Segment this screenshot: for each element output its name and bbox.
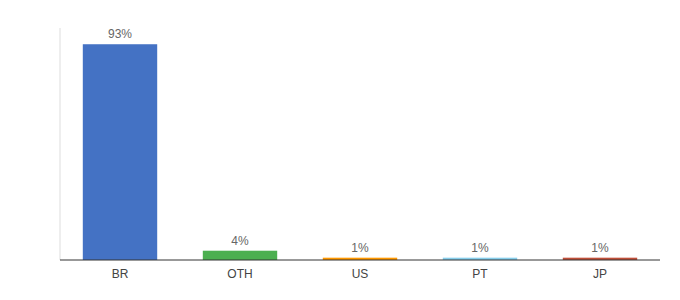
data-label: 93% xyxy=(108,27,132,41)
x-tick-label: JP xyxy=(593,267,607,281)
x-tick-label: BR xyxy=(112,267,129,281)
data-label: 1% xyxy=(351,241,369,255)
chart-container: 93% 4% 1% 1% 1% BR OTH US PT JP xyxy=(0,0,680,300)
x-axis-line xyxy=(60,260,660,261)
data-label: 4% xyxy=(231,234,249,248)
bar xyxy=(203,251,277,260)
data-label: 1% xyxy=(591,241,609,255)
x-tick-label: US xyxy=(352,267,369,281)
data-label: 1% xyxy=(471,241,489,255)
bars xyxy=(83,44,637,260)
bar xyxy=(83,44,157,260)
x-tick-label: OTH xyxy=(227,267,252,281)
chart-svg: 93% 4% 1% 1% 1% BR OTH US PT JP xyxy=(0,0,680,300)
x-tick-label: PT xyxy=(472,267,488,281)
y-axis-line xyxy=(60,28,61,260)
